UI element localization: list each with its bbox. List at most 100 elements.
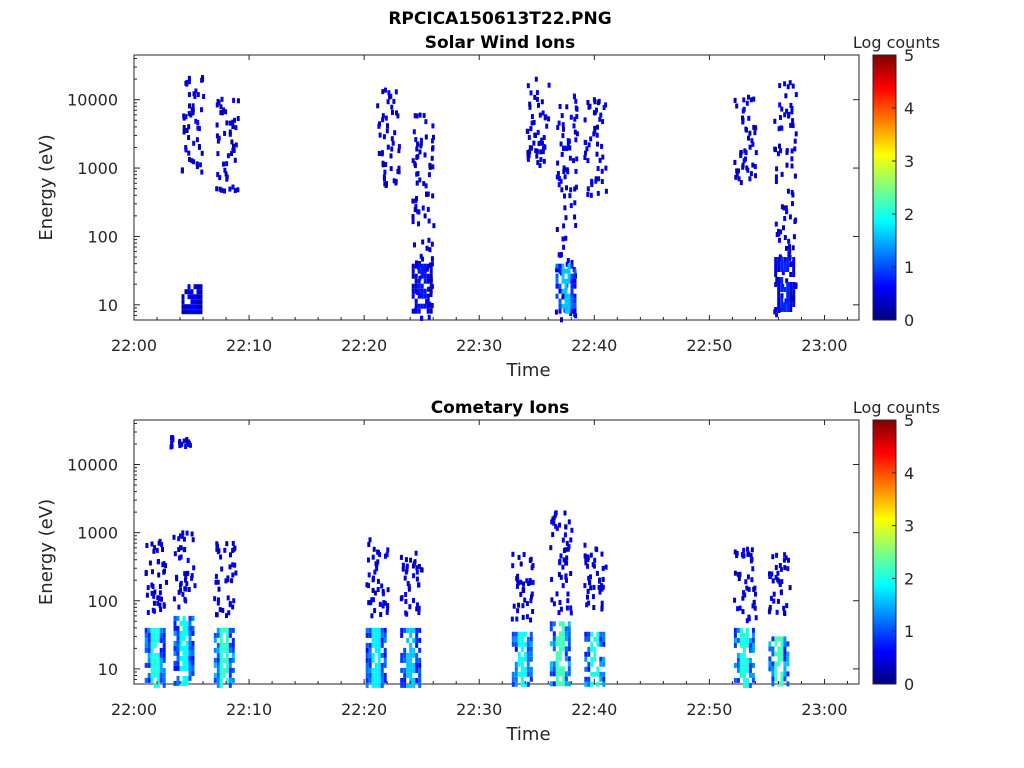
heatmap-cell — [216, 652, 220, 658]
heatmap-cell — [561, 671, 565, 677]
heatmap-cell — [183, 571, 187, 577]
x-tick-label: 22:50 — [686, 700, 732, 719]
heatmap-cell — [152, 548, 156, 554]
heatmap-cell — [176, 650, 180, 656]
heatmap-cell — [184, 114, 188, 120]
heatmap-cell — [751, 677, 755, 683]
heatmap-cell — [533, 94, 537, 100]
heatmap-cell — [179, 533, 182, 539]
heatmap-cell — [783, 636, 787, 642]
heatmap-cell — [541, 146, 545, 152]
heatmap-cell — [784, 205, 788, 211]
heatmap-cell — [365, 582, 369, 588]
heatmap-cell — [188, 630, 192, 636]
heatmap-cell — [789, 262, 793, 267]
heatmap-cell — [385, 609, 389, 615]
heatmap-cell — [739, 153, 743, 159]
heatmap-cell — [231, 627, 235, 633]
heatmap-cell — [751, 642, 755, 648]
heatmap-cell — [772, 591, 776, 597]
heatmap-cell — [573, 129, 577, 135]
heatmap-cell — [150, 590, 154, 596]
heatmap-cell — [412, 561, 416, 567]
heatmap-cell — [570, 303, 574, 309]
heatmap-cell — [598, 157, 602, 163]
heatmap-cell — [177, 536, 181, 542]
heatmap-cell — [583, 553, 587, 559]
heatmap-cell — [225, 652, 229, 658]
heatmap-cell — [745, 585, 749, 591]
heatmap-cell — [529, 636, 533, 642]
heatmap-cell — [430, 138, 434, 144]
heatmap-cell — [594, 178, 598, 184]
y-tick-label: 10 — [98, 660, 118, 679]
heatmap-cell — [226, 153, 230, 159]
heatmap-cell — [426, 263, 430, 269]
heatmap-cell — [774, 272, 778, 277]
heatmap-cell — [561, 676, 565, 682]
heatmap-cell — [526, 666, 530, 672]
heatmap-cell — [570, 527, 574, 533]
heatmap-cell — [573, 200, 577, 206]
heatmap-cell — [377, 151, 381, 156]
heatmap-cell — [158, 584, 162, 589]
heatmap-cell — [551, 516, 555, 522]
heatmap-cell — [159, 667, 163, 673]
heatmap-cell — [383, 652, 387, 658]
heatmap-cell — [776, 577, 780, 583]
x-axis-label: Time — [505, 360, 550, 381]
heatmap-cell — [744, 150, 748, 156]
heatmap-cell — [383, 181, 387, 187]
heatmap-cell — [776, 570, 780, 576]
heatmap-cell — [774, 565, 778, 570]
heatmap-cell — [191, 625, 195, 631]
heatmap-cell — [567, 646, 571, 652]
heatmap-cell — [747, 586, 751, 592]
heatmap-cell — [772, 598, 776, 604]
heatmap-cell — [409, 672, 413, 678]
heatmap-cell — [182, 438, 186, 444]
heatmap-cell — [188, 655, 192, 661]
heatmap-cell — [415, 146, 419, 152]
x-tick-label: 22:00 — [111, 336, 157, 355]
heatmap-cell — [162, 647, 166, 653]
heatmap-cell — [431, 145, 435, 151]
heatmap-cell — [162, 672, 166, 678]
heatmap-cell — [561, 236, 565, 242]
heatmap-cell — [789, 272, 793, 277]
heatmap-cell — [190, 299, 194, 305]
heatmap-cell — [368, 627, 372, 633]
heatmap-cell — [561, 631, 565, 637]
heatmap-cell — [554, 309, 558, 315]
heatmap-cell — [751, 162, 755, 168]
heatmap-cell — [377, 657, 381, 663]
heatmap-cell — [228, 632, 232, 638]
heatmap-cell — [558, 263, 562, 269]
heatmap-cell — [429, 288, 433, 294]
heatmap-cell — [744, 579, 748, 585]
heatmap-cell — [599, 661, 603, 667]
heatmap-cell — [736, 652, 740, 658]
heatmap-cell — [520, 666, 524, 672]
heatmap-cell — [414, 278, 418, 284]
heatmap-cell — [564, 303, 568, 309]
heatmap-cell — [567, 544, 571, 550]
heatmap-cell — [429, 268, 433, 274]
heatmap-cell — [556, 267, 560, 273]
heatmap-cell — [153, 672, 157, 678]
heatmap-cell — [215, 612, 218, 618]
heatmap-cell — [371, 597, 375, 603]
heatmap-cell — [561, 122, 565, 128]
heatmap-cell — [558, 681, 562, 687]
heatmap-cell — [774, 641, 778, 647]
heatmap-cell — [185, 680, 189, 686]
heatmap-cell — [187, 440, 191, 446]
heatmap-cell — [371, 637, 375, 643]
heatmap-cell — [380, 151, 384, 157]
heatmap-cell — [517, 671, 521, 677]
heatmap-cell — [184, 147, 188, 153]
heatmap-cell — [216, 579, 220, 585]
heatmap-cell — [566, 598, 570, 604]
heatmap-cell — [742, 590, 745, 596]
